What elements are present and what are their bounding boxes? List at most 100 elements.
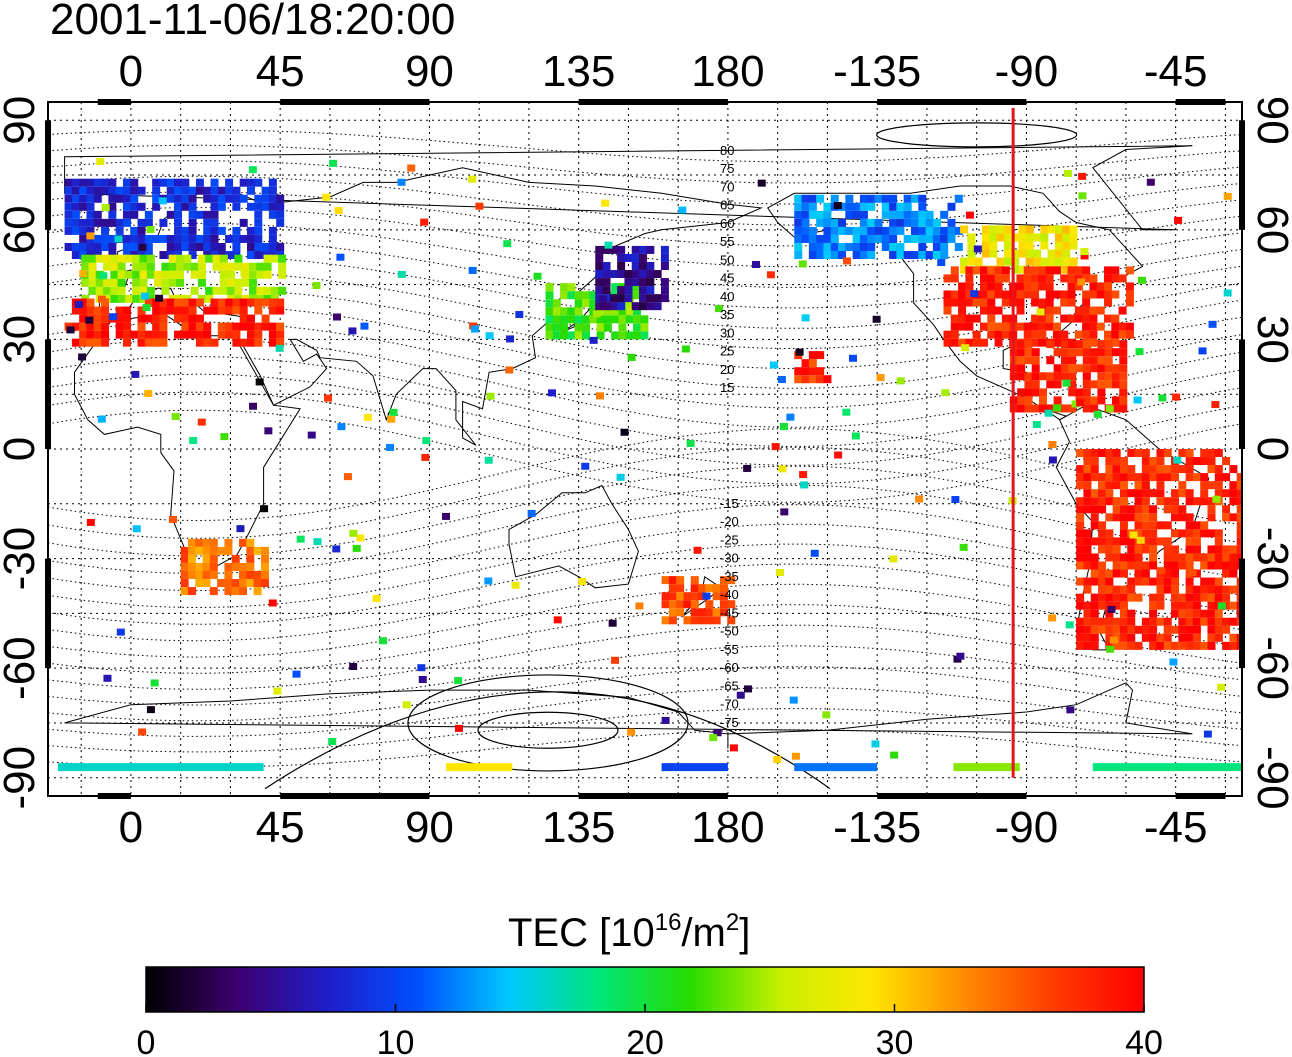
tec-cell [1207,577,1216,586]
tec-cell [578,578,587,586]
tec-cell [220,433,229,441]
tec-cell [1052,322,1061,331]
tec-cell [81,254,90,263]
tec-cell [1171,601,1180,610]
tec-cell [195,579,204,588]
tec-cell [1172,393,1181,401]
contour-label: -60 [720,660,739,675]
tec-cell [1023,274,1032,283]
tec-cell [574,323,583,332]
tec-cell [1082,364,1091,373]
tec-cell [210,306,219,315]
tec-cell [117,286,126,295]
tec-cell [195,538,204,547]
tec-cell [552,331,561,340]
tec-cell [1111,380,1120,389]
tec-cell [801,210,810,219]
tec-cell [189,437,198,445]
tec-cell [1093,410,1102,418]
tec-cell [950,338,959,347]
tec-cell [773,756,782,764]
tec-cell [560,331,569,340]
tec-cell [86,338,95,347]
tec-cell [1053,380,1062,389]
tec-cell [1207,625,1216,634]
tec-cell [816,218,825,227]
tec-cell [631,253,640,262]
tec-cell [122,178,131,187]
tec-cell [1032,421,1041,429]
tec-cell [979,306,988,315]
tec-cell [1038,330,1047,339]
tec-cell [631,302,640,311]
tec-cell [794,375,803,384]
tec-cell [910,210,919,219]
tec-cell [1192,585,1201,594]
tec-cell [1125,282,1134,291]
tec-cell [1127,489,1136,498]
tec-cell [1053,372,1062,381]
tec-cell [1069,241,1078,250]
tec-cell [195,298,204,307]
tec-cell [101,203,110,211]
tec-cell [139,286,148,295]
tec-cell [981,241,990,250]
tec-cell [1001,298,1010,307]
tec-cell [1133,396,1142,404]
tec-cell [1134,513,1143,522]
tec-cell [261,314,270,323]
tec-cell [618,307,627,316]
tec-cell [604,241,613,249]
tec-cell [838,251,847,260]
tec-cell [260,562,269,571]
tec-cell [1016,290,1025,299]
tec-cell [1200,473,1209,482]
tec-cell [202,579,211,588]
tec-cell [611,656,620,664]
tec-cell [616,473,625,481]
tec-cell [268,306,277,315]
tec-cell [159,178,168,187]
tec-cell [1192,569,1201,578]
tec-cell [574,291,583,300]
tec-cell [1038,298,1047,307]
tec-cell [132,254,141,263]
tec-cell [686,439,695,447]
tec-cell [1082,356,1091,365]
tec-cell [1097,388,1106,397]
tec-cell [1098,529,1107,538]
tec-cell [545,307,554,316]
tec-cell [203,306,212,315]
tec-cell [248,270,257,279]
tec-cell [1134,529,1143,538]
tec-cell [838,218,847,227]
tec-cell [581,323,590,332]
tec-cell [1174,216,1183,224]
tec-cell [1112,593,1121,602]
tec-cell [71,338,80,347]
tec-cell [1090,577,1099,586]
tec-cell [79,338,88,347]
tec-cell [1024,372,1033,381]
tec-cell [1208,320,1217,328]
tec-cell [132,525,141,533]
tec-cell [241,262,250,271]
tec-cell [1119,356,1128,365]
tec-cell [402,701,411,709]
tec-cell [1016,298,1025,307]
tec-cell [1156,465,1165,474]
tec-cell [872,315,881,323]
tec-cell [1044,409,1053,417]
tec-cell [1096,282,1105,291]
tec-cell [190,262,199,271]
tec-cell [1192,593,1201,602]
tec-cell [1149,545,1158,554]
tec-cell [1156,577,1165,586]
tec-cell [421,453,430,461]
tec-cell [241,278,250,287]
tec-cell [1119,569,1128,578]
tec-cell [1214,561,1223,570]
tec-cell [903,202,912,211]
tec-cell [138,243,147,251]
tec-cell [545,299,554,308]
